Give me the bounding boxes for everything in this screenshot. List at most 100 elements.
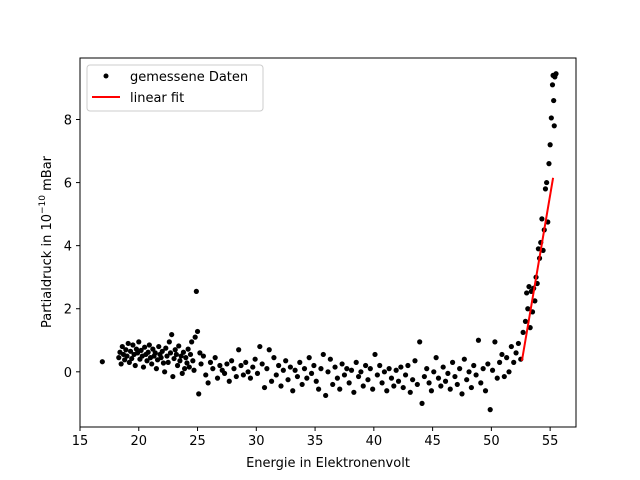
data-point bbox=[497, 359, 503, 365]
data-point bbox=[393, 367, 399, 373]
data-point bbox=[217, 362, 223, 369]
data-point bbox=[384, 388, 390, 394]
data-point bbox=[414, 381, 420, 388]
data-point bbox=[236, 347, 242, 353]
data-point bbox=[252, 356, 258, 362]
x-tick-label: 25 bbox=[189, 434, 206, 449]
legend-box bbox=[86, 64, 264, 112]
data-point bbox=[176, 343, 182, 349]
data-point bbox=[123, 347, 129, 353]
data-point bbox=[402, 372, 409, 378]
data-point bbox=[372, 351, 378, 358]
data-point bbox=[240, 372, 246, 378]
data-point bbox=[395, 378, 402, 384]
data-point bbox=[160, 360, 167, 366]
data-point bbox=[466, 369, 472, 375]
data-point bbox=[492, 339, 498, 345]
data-point bbox=[130, 342, 136, 348]
data-point bbox=[410, 377, 416, 383]
data-point bbox=[386, 366, 392, 372]
data-point bbox=[348, 367, 355, 373]
y-tick-label: 8 bbox=[64, 114, 72, 129]
data-point bbox=[150, 346, 156, 352]
data-point bbox=[426, 380, 432, 386]
data-point bbox=[489, 367, 496, 373]
data-point bbox=[461, 356, 467, 362]
data-point bbox=[191, 367, 197, 373]
y-axis-label: Partialdruck in 10−10 mBar bbox=[38, 155, 55, 328]
data-point bbox=[365, 377, 371, 383]
data-point bbox=[173, 351, 179, 358]
data-point bbox=[233, 373, 239, 380]
data-point bbox=[163, 345, 169, 351]
data-point bbox=[153, 366, 159, 372]
data-point bbox=[532, 298, 538, 304]
y-tick-label: 2 bbox=[64, 303, 72, 318]
data-point bbox=[363, 362, 369, 369]
data-point bbox=[118, 361, 124, 367]
data-point bbox=[280, 367, 286, 373]
data-point bbox=[196, 391, 202, 397]
data-point bbox=[287, 364, 293, 370]
data-point bbox=[200, 353, 207, 359]
data-point bbox=[210, 366, 216, 372]
data-point bbox=[238, 362, 244, 369]
data-point bbox=[508, 343, 514, 350]
data-point bbox=[268, 378, 275, 384]
data-point bbox=[435, 375, 442, 381]
data-point bbox=[187, 351, 194, 358]
data-point bbox=[178, 353, 184, 359]
data-point bbox=[149, 361, 155, 367]
legend-label-scatter: gemessene Daten bbox=[130, 70, 248, 85]
data-point bbox=[313, 378, 319, 384]
data-point bbox=[452, 373, 458, 380]
data-point bbox=[164, 353, 170, 359]
data-point bbox=[140, 364, 147, 370]
data-point bbox=[231, 366, 237, 372]
data-point bbox=[379, 380, 385, 386]
legend-marker-scatter bbox=[103, 73, 109, 79]
data-point bbox=[358, 369, 364, 375]
data-point bbox=[243, 359, 249, 365]
data-point bbox=[297, 359, 303, 365]
data-point bbox=[428, 388, 435, 394]
data-point bbox=[551, 123, 557, 129]
x-tick-label: 50 bbox=[483, 434, 500, 449]
data-point bbox=[407, 389, 413, 395]
y-tick-label: 0 bbox=[64, 366, 72, 381]
x-tick-label: 15 bbox=[72, 434, 89, 449]
data-point bbox=[327, 356, 333, 362]
data-point bbox=[207, 359, 214, 365]
data-point bbox=[226, 378, 232, 384]
data-point bbox=[513, 350, 519, 356]
data-point bbox=[278, 383, 284, 389]
data-point bbox=[431, 369, 437, 375]
data-point bbox=[190, 358, 196, 364]
data-point bbox=[271, 355, 277, 361]
data-point bbox=[473, 372, 479, 378]
data-point bbox=[308, 370, 315, 376]
data-point bbox=[290, 388, 296, 394]
data-point bbox=[245, 369, 251, 375]
data-point bbox=[367, 366, 373, 372]
data-point bbox=[549, 82, 556, 88]
data-point bbox=[276, 362, 282, 369]
data-point bbox=[318, 366, 324, 372]
data-point bbox=[144, 358, 150, 364]
data-point bbox=[311, 362, 317, 369]
legend-label-line: linear fit bbox=[130, 91, 184, 106]
data-point bbox=[515, 340, 522, 347]
data-point bbox=[381, 369, 388, 375]
data-point bbox=[360, 383, 366, 389]
data-point bbox=[388, 375, 395, 381]
data-point bbox=[182, 366, 188, 372]
data-point bbox=[417, 339, 423, 345]
data-point bbox=[205, 380, 211, 386]
data-point bbox=[184, 360, 190, 366]
data-point bbox=[547, 142, 553, 148]
data-point bbox=[152, 350, 158, 356]
data-point bbox=[346, 380, 352, 386]
x-tick-label: 30 bbox=[248, 434, 265, 449]
data-point bbox=[283, 358, 289, 364]
data-point bbox=[344, 366, 350, 372]
